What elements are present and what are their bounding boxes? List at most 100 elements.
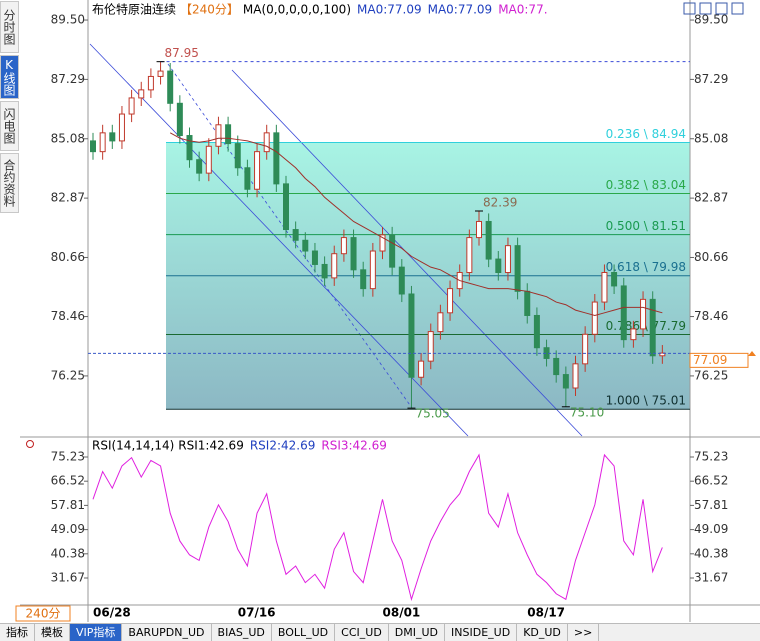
side-tab[interactable]: K线图 <box>0 55 19 99</box>
side-tab[interactable]: 合约资料 <box>0 153 19 213</box>
y-tick-label: 87.29 <box>51 72 85 86</box>
candle-body <box>90 140 96 153</box>
tab[interactable]: CCI_UD <box>335 624 389 641</box>
candle-body <box>283 183 289 231</box>
candle-body <box>157 70 164 77</box>
side-tab[interactable]: 分时图 <box>0 1 19 53</box>
ma-line <box>169 132 663 317</box>
candle-body <box>495 258 502 274</box>
indicator-label: MA0:77.09 <box>357 3 422 17</box>
indicator-label: RSI2:42.69 <box>250 439 316 453</box>
candle-body <box>591 301 598 335</box>
fib-label: 0.236 \ 84.94 <box>606 127 686 141</box>
chart-title: RSI(14,14,14) <box>92 439 174 453</box>
y-tick-label: 80.66 <box>694 250 728 264</box>
tab[interactable]: KD_UD <box>517 624 568 641</box>
y-tick-label: 87.29 <box>694 72 728 86</box>
period-box[interactable] <box>15 605 71 622</box>
chart-title: 布伦特原油连续 <box>92 2 176 17</box>
extreme-label: 87.95 <box>165 46 199 60</box>
extreme-label: 82.39 <box>483 196 517 210</box>
settings-icon[interactable] <box>26 440 34 448</box>
toolbar-icons[interactable] <box>683 2 744 15</box>
side-tab[interactable]: 闪电图 <box>0 101 19 151</box>
y-tick-label: 89.50 <box>694 13 728 27</box>
candle-body <box>379 234 386 252</box>
candle-body <box>109 132 116 142</box>
tab[interactable]: BIAS_UD <box>212 624 272 641</box>
icon[interactable] <box>715 2 728 15</box>
icon[interactable] <box>731 2 744 15</box>
candle-body <box>427 331 434 362</box>
candle-body <box>611 272 618 287</box>
y-tick-label: 40.38 <box>694 546 728 560</box>
x-tick-label: 08/01 <box>383 606 421 620</box>
candle-body <box>582 333 589 365</box>
y-tick-label: 85.08 <box>51 131 85 145</box>
candle-body <box>118 113 125 142</box>
price-arrow-icon <box>748 351 756 356</box>
indicator-label: RSI3:42.69 <box>321 439 387 453</box>
extreme-label: 75.05 <box>415 407 449 421</box>
y-tick-label: 78.46 <box>694 309 728 323</box>
y-tick-label: 31.67 <box>51 571 85 585</box>
y-tick-label: 57.81 <box>694 498 728 512</box>
candle-body <box>533 314 540 349</box>
fib-label: 0.382 \ 83.04 <box>606 178 686 192</box>
y-tick-label: 49.09 <box>694 522 728 536</box>
y-tick-label: 66.52 <box>51 474 85 488</box>
candle-body <box>321 263 328 279</box>
y-tick-label: 85.08 <box>694 131 728 145</box>
candle-body <box>340 237 347 255</box>
icon[interactable] <box>699 2 712 15</box>
period-label[interactable]: 240分 <box>26 607 61 621</box>
candle-body <box>408 293 415 378</box>
candle-body <box>485 220 492 260</box>
indicator-label: MA0:77.09 <box>428 3 493 17</box>
tab[interactable]: 指标 <box>0 624 35 641</box>
y-tick-label: 76.25 <box>51 368 85 382</box>
candle-body <box>234 143 241 169</box>
candle-body <box>659 352 666 357</box>
y-tick-label: 82.87 <box>51 191 85 205</box>
candle-body <box>99 132 106 153</box>
tab[interactable]: BARUPDN_UD <box>122 624 212 641</box>
candle-body <box>418 360 425 378</box>
candle-body <box>360 269 367 290</box>
candle-body <box>263 132 270 153</box>
extreme-label: 75.10 <box>570 405 604 419</box>
candle-body <box>302 239 309 252</box>
y-tick-label: 89.50 <box>51 13 85 27</box>
candle-body <box>562 374 569 389</box>
candle-body <box>331 253 338 279</box>
indicator-label: MA(0,0,0,0,0,100) <box>243 3 351 17</box>
tab[interactable]: >> <box>568 624 600 641</box>
tab[interactable]: 模板 <box>35 624 70 641</box>
tab[interactable]: VIP指标 <box>70 624 123 641</box>
chart-title: 【240分】 <box>180 3 239 17</box>
candle-body <box>572 363 579 389</box>
channel-line <box>89 43 469 437</box>
candle-body <box>447 288 454 314</box>
candle-body <box>196 159 203 174</box>
candle-body <box>601 272 608 303</box>
candle-body <box>292 229 299 241</box>
y-tick-label: 31.67 <box>694 571 728 585</box>
y-tick-label: 57.81 <box>51 498 85 512</box>
last-price-box <box>689 352 749 368</box>
candle-body <box>640 298 647 330</box>
candle-body <box>138 89 145 99</box>
icon[interactable] <box>683 2 696 15</box>
candle-body <box>476 220 482 239</box>
tab[interactable]: INSIDE_UD <box>445 624 518 641</box>
channel-line <box>167 63 413 409</box>
tab[interactable]: BOLL_UD <box>272 624 336 641</box>
tab[interactable]: DMI_UD <box>389 624 446 641</box>
candle-body <box>176 102 183 137</box>
candle-body <box>205 145 212 174</box>
y-tick-label: 78.46 <box>51 309 85 323</box>
y-tick-label: 49.09 <box>51 522 85 536</box>
candle-body <box>630 328 637 341</box>
candle-body <box>437 312 444 333</box>
